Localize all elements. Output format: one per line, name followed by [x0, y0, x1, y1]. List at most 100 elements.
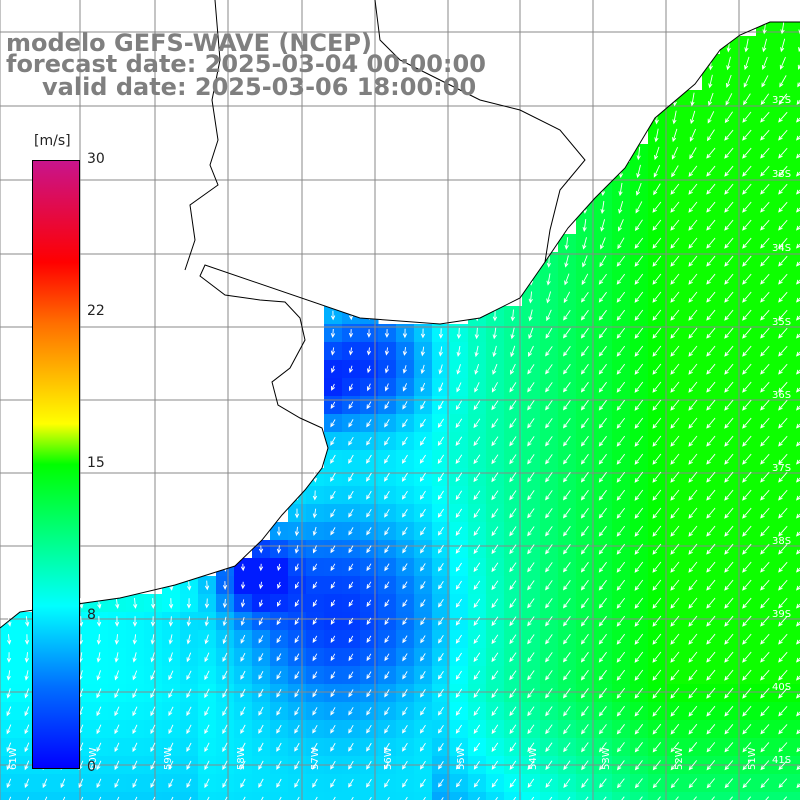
wind-arrow	[778, 435, 788, 447]
wind-arrow	[760, 760, 770, 771]
wind-arrow	[473, 778, 480, 788]
wind-arrow	[437, 724, 444, 734]
wind-arrow	[580, 525, 589, 537]
wind-arrow	[276, 688, 282, 698]
wind-arrow	[688, 669, 698, 681]
wind-arrow	[744, 38, 749, 53]
wind-arrow	[6, 724, 12, 735]
wind-arrow	[580, 453, 589, 465]
wind-arrow	[549, 796, 553, 800]
wind-arrow	[312, 635, 318, 643]
wind-arrow	[150, 778, 156, 789]
wind-arrow	[798, 29, 800, 35]
wind-arrow	[330, 635, 336, 644]
wind-speed-cell	[792, 792, 800, 800]
wind-arrow	[634, 489, 644, 501]
wind-arrow	[384, 653, 390, 662]
wind-speed-cell	[792, 90, 800, 109]
wind-arrow	[778, 742, 788, 753]
wind-arrow	[243, 796, 246, 800]
wind-arrow	[742, 760, 752, 771]
wind-arrow	[492, 345, 497, 358]
wind-arrow	[168, 616, 173, 627]
wind-arrow	[724, 633, 734, 645]
wind-arrow	[114, 616, 120, 627]
wind-arrow	[796, 531, 800, 537]
wind-arrow	[567, 796, 571, 800]
wind-arrow	[760, 201, 770, 213]
wind-arrow	[186, 742, 192, 753]
wind-arrow	[491, 778, 499, 788]
wind-arrow	[419, 724, 426, 734]
wind-arrow	[616, 615, 626, 627]
wind-arrow	[509, 418, 517, 429]
wind-arrow	[742, 309, 752, 321]
wind-arrow	[527, 364, 535, 375]
latitude-label: 32S	[772, 95, 792, 106]
wind-arrow	[222, 778, 228, 789]
wind-arrow	[132, 670, 138, 681]
wind-arrow	[742, 327, 752, 339]
wind-arrow	[780, 38, 786, 53]
wind-arrow	[796, 207, 800, 213]
wind-arrow	[204, 580, 210, 591]
wind-arrow	[294, 742, 300, 752]
wind-arrow	[473, 562, 481, 573]
wind-arrow	[747, 796, 752, 800]
wind-arrow	[670, 309, 680, 321]
wind-arrow	[330, 707, 336, 716]
wind-arrow	[742, 345, 752, 357]
wind-arrow	[778, 237, 788, 249]
wind-arrow	[616, 724, 625, 735]
wind-arrow	[509, 706, 517, 717]
wind-arrow	[634, 597, 644, 609]
wind-arrow	[491, 508, 499, 519]
wind-speed-cell	[324, 792, 343, 800]
wind-arrow	[509, 526, 517, 537]
wind-arrow	[455, 490, 463, 501]
longitude-label: 54W	[528, 747, 539, 770]
wind-arrow	[742, 183, 752, 195]
wind-speed-cell	[594, 792, 613, 800]
wind-arrow	[491, 688, 499, 699]
wind-arrow	[402, 706, 408, 716]
wind-arrow	[598, 687, 607, 699]
wind-arrow	[240, 688, 246, 698]
wind-arrow	[6, 742, 12, 753]
wind-speed-cell	[792, 684, 800, 703]
wind-arrow	[492, 327, 497, 340]
wind-arrow	[437, 472, 444, 482]
wind-arrow	[330, 508, 336, 518]
wind-arrow	[778, 471, 788, 483]
wind-arrow	[150, 670, 156, 681]
wind-arrow	[402, 401, 408, 410]
wind-speed-cell	[792, 162, 800, 181]
wind-arrow	[437, 454, 445, 464]
wind-arrow	[652, 723, 662, 735]
wind-arrow	[598, 471, 607, 483]
wind-arrow	[455, 418, 463, 429]
wind-arrow	[634, 345, 644, 357]
wind-speed-cell	[414, 792, 433, 800]
wind-arrow	[455, 724, 462, 734]
wind-arrow	[330, 401, 336, 409]
wind-arrow	[634, 561, 644, 573]
wind-arrow	[366, 527, 372, 536]
wind-arrow	[240, 742, 246, 753]
wind-arrow	[509, 436, 517, 447]
wind-arrow	[796, 135, 800, 141]
wind-arrow	[670, 615, 680, 627]
wind-arrow	[563, 778, 571, 789]
wind-arrow	[384, 599, 390, 608]
wind-arrow	[312, 653, 318, 662]
wind-arrow	[384, 635, 390, 644]
wind-arrow	[419, 778, 426, 788]
wind-arrow	[366, 329, 372, 338]
wind-arrow	[204, 598, 210, 609]
wind-arrow	[455, 688, 463, 698]
wind-arrow	[562, 688, 571, 699]
colorbar-unit: [m/s]	[34, 133, 71, 149]
wind-arrow	[724, 543, 734, 555]
wind-arrow	[546, 309, 552, 322]
wind-arrow	[96, 724, 102, 735]
